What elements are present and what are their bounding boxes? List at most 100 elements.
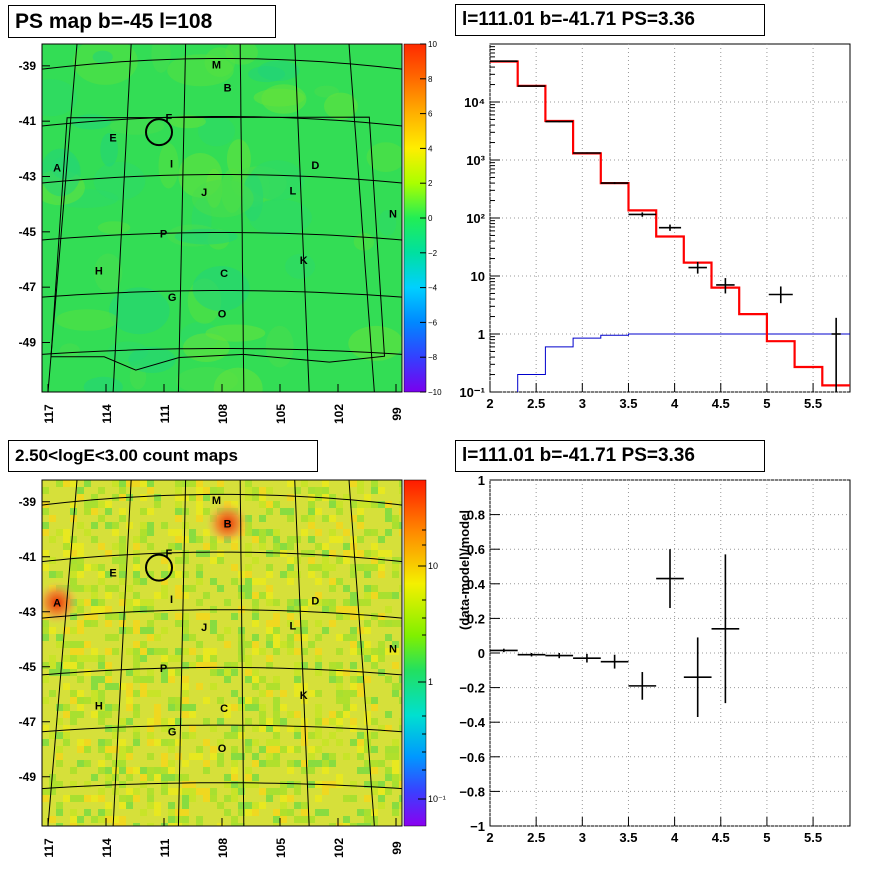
- residual-x-tick-label: 2.5: [527, 830, 545, 845]
- count-map-pixel: [175, 585, 182, 592]
- count-map-pixel: [217, 480, 224, 487]
- count-map-pixel: [315, 725, 322, 732]
- count-map-pixel: [49, 655, 56, 662]
- count-map-pixel: [161, 767, 168, 774]
- count-map-pixel: [231, 781, 238, 788]
- count-map-pixel: [371, 529, 378, 536]
- count-map-pixel: [371, 732, 378, 739]
- count-map-pixel: [147, 634, 154, 641]
- count-map-pixel: [133, 592, 140, 599]
- count-map-pixel: [161, 718, 168, 725]
- count-map-pixel: [140, 529, 147, 536]
- count-map-pixel: [273, 599, 280, 606]
- count-map-pixel: [196, 487, 203, 494]
- count-map-pixel: [350, 515, 357, 522]
- count-map-pixel: [49, 627, 56, 634]
- count-map-pixel: [154, 704, 161, 711]
- count-map-pixel: [266, 634, 273, 641]
- count-map-pixel: [91, 613, 98, 620]
- count-map-pixel: [154, 690, 161, 697]
- count-map-pixel: [70, 641, 77, 648]
- ps-map-blotch: [55, 309, 119, 331]
- count-map-pixel: [217, 718, 224, 725]
- count-map-pixel: [287, 564, 294, 571]
- count-map-meridian-line: [239, 480, 245, 826]
- count-map-pixel: [280, 641, 287, 648]
- count-map-pixel: [119, 592, 126, 599]
- count-map-pixel: [77, 760, 84, 767]
- count-map-pixel: [91, 599, 98, 606]
- count-map-pixel: [350, 662, 357, 669]
- count-map-pixel: [245, 550, 252, 557]
- count-map-pixel: [56, 718, 63, 725]
- count-map-pixel: [245, 578, 252, 585]
- count-map-pixel: [77, 823, 84, 826]
- count-map-pixel: [161, 753, 168, 760]
- count-map-pixel: [77, 704, 84, 711]
- count-map-pixel: [308, 501, 315, 508]
- count-map-pixel: [175, 648, 182, 655]
- count-map-pixel: [196, 480, 203, 487]
- count-map-pixel: [252, 613, 259, 620]
- spectrum-x-tick-label: 3: [579, 396, 586, 411]
- count-map-pixel: [63, 480, 70, 487]
- count-map-pixel: [385, 529, 392, 536]
- count-map-pixel: [322, 550, 329, 557]
- count-map-pixel: [133, 655, 140, 662]
- count-map-pixel: [182, 585, 189, 592]
- count-map-pixel: [364, 648, 371, 655]
- count-map-pixel: [147, 732, 154, 739]
- count-colorbar: [403, 479, 427, 827]
- residual-y-tick-label: 0.6: [467, 542, 485, 557]
- count-map-pixel: [371, 781, 378, 788]
- count-map-pixel: [182, 536, 189, 543]
- residual-x-tick-label: 5.5: [804, 830, 822, 845]
- count-map-pixel: [196, 599, 203, 606]
- count-map-parallel-line: [42, 551, 402, 563]
- count-map-pixel: [189, 648, 196, 655]
- count-map-pixel: [399, 487, 402, 494]
- count-map-pixel: [91, 683, 98, 690]
- count-map-pixel: [364, 816, 371, 823]
- count-map-pixel: [98, 816, 105, 823]
- count-map-pixel: [133, 641, 140, 648]
- count-map-pixel: [364, 809, 371, 816]
- count-map-marker-circle: [145, 553, 173, 582]
- count-map-pixel: [238, 697, 245, 704]
- count-map-pixel: [196, 753, 203, 760]
- count-map-pixel: [231, 767, 238, 774]
- spectrum-x-tick-label: 2.5: [527, 396, 545, 411]
- ps-map-blotch: [285, 253, 316, 279]
- count-map-pixel: [245, 781, 252, 788]
- ps-map-y-ticks: -39 -41 -43 -45 -47 -49: [19, 59, 50, 350]
- count-map-pixel: [196, 571, 203, 578]
- count-map-pixel: [273, 641, 280, 648]
- count-map-pixel: [105, 585, 112, 592]
- count-map-pixel: [189, 704, 196, 711]
- count-map-pixel: [56, 753, 63, 760]
- count-map-pixel: [161, 578, 168, 585]
- count-map-pixel: [77, 697, 84, 704]
- ps-map-source-labels: MB F E A I D J L N P H K C G O: [53, 59, 397, 320]
- count-map-pixel: [161, 662, 168, 669]
- count-map-pixel: [392, 802, 399, 809]
- count-map-pixel: [175, 480, 182, 487]
- count-map-pixel: [273, 536, 280, 543]
- count-colorbar-tick-label: 10: [428, 561, 438, 571]
- count-map-pixel: [42, 697, 49, 704]
- count-map-pixel: [175, 620, 182, 627]
- count-map-pixel: [399, 683, 402, 690]
- count-map-source-label: H: [95, 700, 103, 712]
- ps-map-blotch: [248, 199, 312, 236]
- count-map-pixel: [126, 697, 133, 704]
- count-map-pixel: [217, 697, 224, 704]
- count-map-pixel: [105, 746, 112, 753]
- count-map-pixel: [189, 536, 196, 543]
- ps-map-blotch: [158, 143, 179, 189]
- count-map-pixel: [245, 529, 252, 536]
- count-map-pixel: [343, 557, 350, 564]
- count-map-pixel: [252, 704, 259, 711]
- count-map-pixel: [266, 662, 273, 669]
- count-map-pixel: [84, 480, 91, 487]
- residual-x-tick-label: 3: [579, 830, 586, 845]
